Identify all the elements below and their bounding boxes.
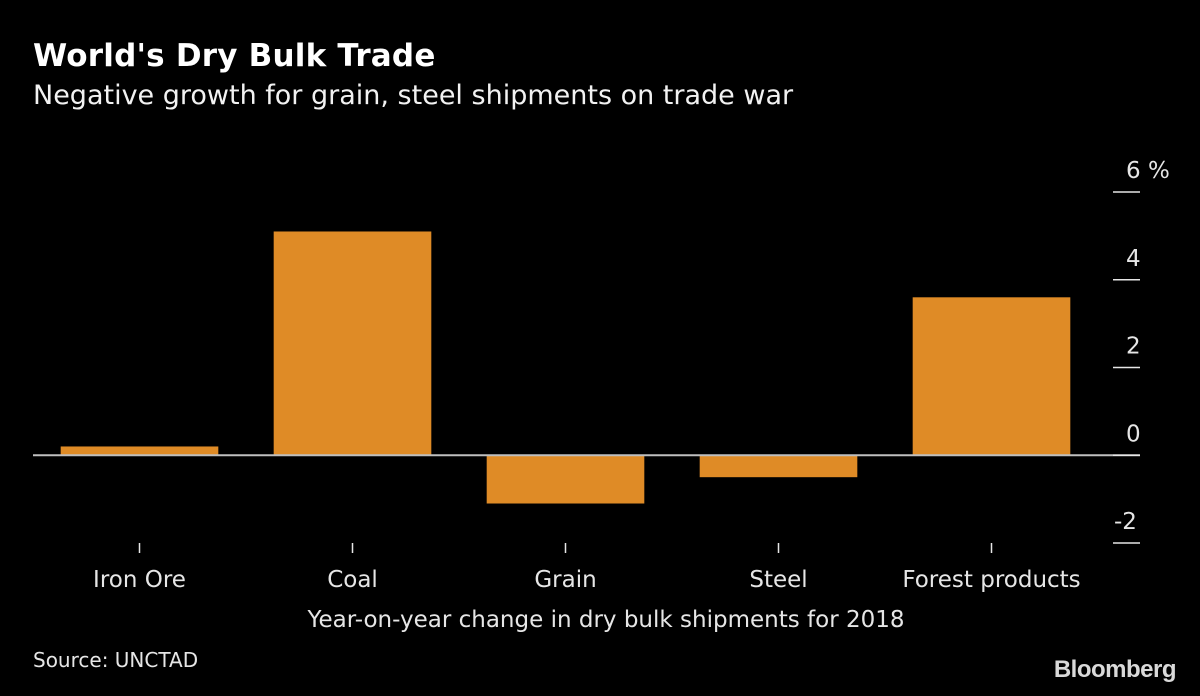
chart-title: World's Dry Bulk Trade (33, 38, 436, 74)
source-note: Source: UNCTAD (33, 648, 199, 672)
bar-steel (699, 455, 858, 478)
bar-iron-ore (60, 446, 219, 456)
x-tick-label: Iron Ore (93, 567, 186, 593)
y-tick-label: 2 (1126, 334, 1141, 360)
x-tick-label: Forest products (902, 567, 1080, 593)
y-tick-label: 4 (1126, 246, 1141, 272)
y-tick-label: -2 (1114, 509, 1137, 535)
chart-subtitle: Negative growth for grain, steel shipmen… (33, 80, 794, 111)
bar-grain (486, 455, 645, 504)
bar-forest-products (912, 297, 1071, 456)
y-tick-label: 6 % (1126, 158, 1170, 184)
x-tick-label: Grain (534, 567, 596, 593)
bloomberg-logo: Bloomberg (1053, 656, 1177, 683)
x-tick-label: Steel (749, 567, 807, 593)
y-tick-label: 0 (1126, 421, 1141, 447)
x-axis-label: Year-on-year change in dry bulk shipment… (307, 607, 905, 633)
bar-coal (273, 231, 432, 456)
x-tick-label: Coal (327, 567, 378, 593)
